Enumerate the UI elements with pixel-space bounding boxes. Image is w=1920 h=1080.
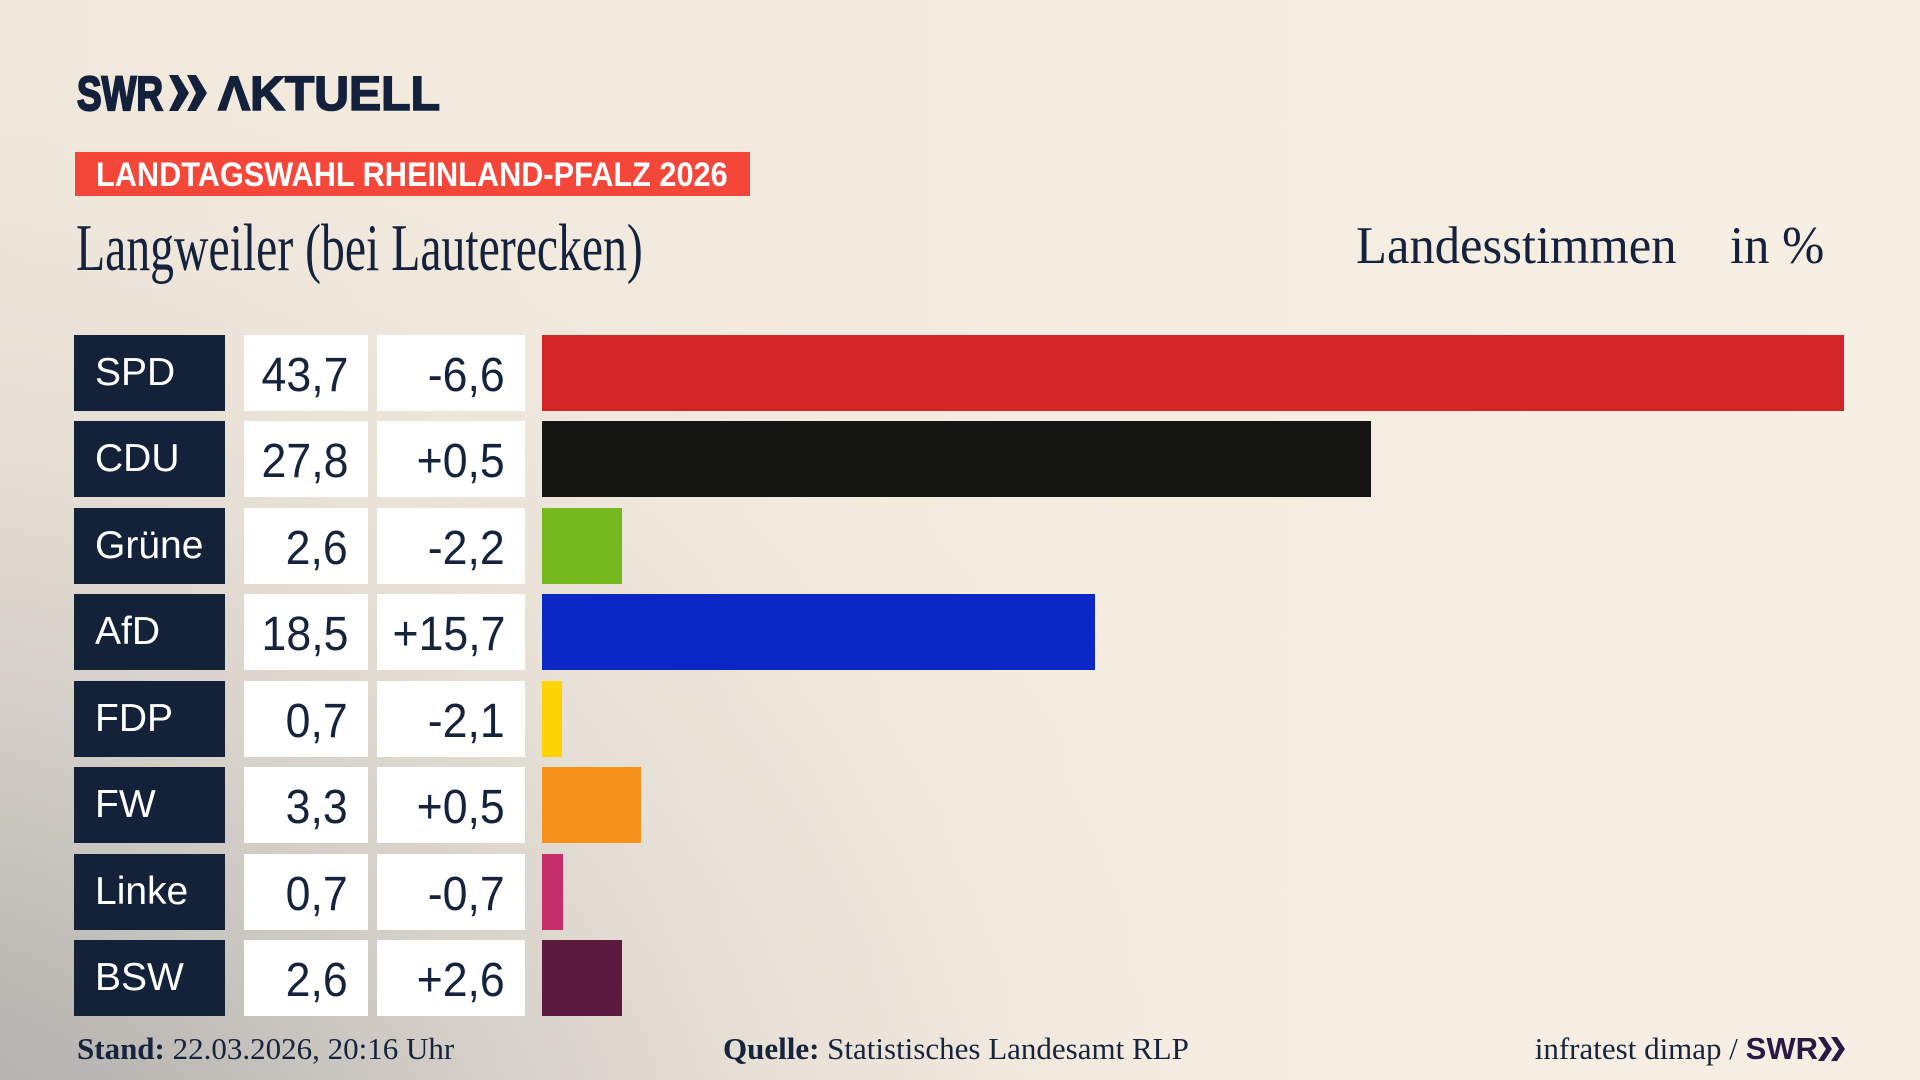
svg-text:ΛKTUELL: ΛKTUELL	[218, 68, 440, 112]
svg-text:SWR: SWR	[77, 68, 163, 112]
